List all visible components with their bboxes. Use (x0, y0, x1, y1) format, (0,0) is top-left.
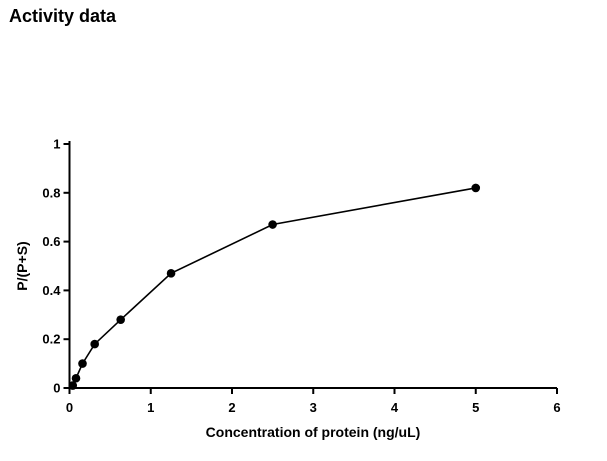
x-tick-label: 2 (228, 400, 235, 415)
data-point (90, 339, 99, 349)
y-tick-label: 0.4 (42, 283, 61, 298)
x-tick-label: 0 (66, 400, 73, 415)
data-point (71, 373, 81, 383)
x-tick-label: 1 (147, 400, 154, 415)
data-point (166, 269, 176, 278)
x-tick-label: 3 (310, 400, 317, 415)
y-tick-label: 0.6 (42, 234, 60, 249)
x-axis-label: Concentration of protein (ng/uL) (205, 424, 421, 440)
y-tick-label: 0.8 (42, 185, 60, 200)
x-tick-label: 6 (553, 400, 560, 415)
x-tick-label: 5 (472, 400, 479, 415)
data-line (72, 187, 476, 386)
y-tick-label: 1 (53, 137, 60, 152)
x-tick-label: 4 (391, 400, 399, 415)
y-tick-label: 0.2 (42, 332, 60, 347)
data-point (78, 359, 87, 368)
data-point (471, 183, 481, 193)
chart-title: Activity data (9, 6, 117, 26)
y-axis-label: P/(P+S) (14, 241, 30, 291)
data-point (268, 220, 277, 229)
y-tick-label: 0 (53, 381, 60, 396)
data-point (68, 381, 78, 390)
data-point (116, 315, 125, 324)
